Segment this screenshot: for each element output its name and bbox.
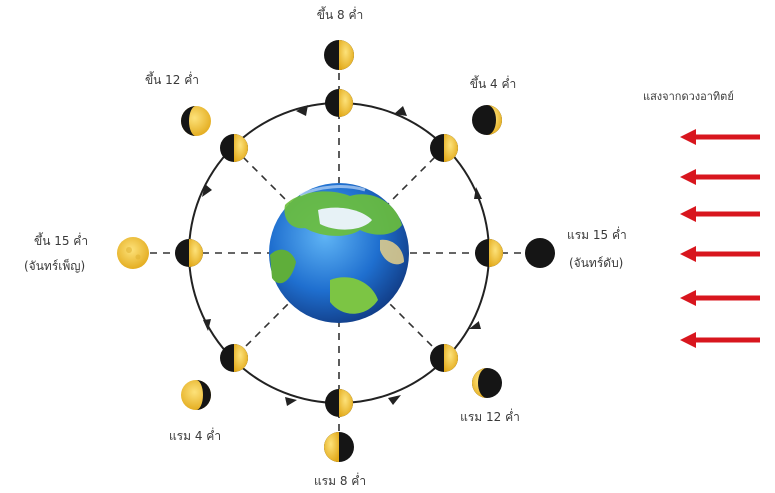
outer-moon-waxing-crescent-icon (472, 105, 502, 135)
outer-moon-waning-crescent-icon (472, 368, 502, 398)
label-new-moon: แรม 15 ค่ำ (567, 228, 627, 242)
inner-moon-left (175, 239, 203, 267)
outer-moons (117, 40, 555, 462)
sunlight-arrows (680, 129, 760, 348)
outer-moon-waxing-gibbous-icon (181, 106, 211, 136)
outer-moon-new-moon-icon (525, 238, 555, 268)
sunlight-arrow-icon (680, 332, 760, 348)
label-full-moon: ขึ้น 15 ค่ำ (34, 234, 89, 248)
earth-icon (269, 183, 409, 323)
inner-moon-lower-right (430, 344, 458, 372)
label-waning-8: แรม 8 ค่ำ (313, 474, 367, 488)
label-waning-12: แรม 12 ค่ำ (460, 410, 520, 424)
inner-moon-right (475, 239, 503, 267)
label-waxing-8: ขึ้น 8 ค่ำ (316, 8, 364, 22)
inner-moon-upper-left (220, 134, 248, 162)
label-sunlight: แสงจากดวงอาทิตย์ (643, 90, 734, 103)
sunlight-arrow-icon (680, 246, 760, 262)
sunlight-arrow-icon (680, 129, 760, 145)
outer-moon-last-quarter-icon (324, 432, 354, 462)
outer-moon-full-moon-icon (117, 237, 149, 269)
sunlight-arrow-icon (680, 290, 760, 306)
inner-moons (175, 89, 503, 417)
outer-moon-first-quarter-icon (324, 40, 354, 70)
sunlight-arrow-icon (680, 206, 760, 222)
inner-moon-lower-left (220, 344, 248, 372)
outer-moon-waning-gibbous-icon (181, 380, 211, 410)
orbit-direction-arrows (202, 105, 482, 406)
label-waxing-12: ขึ้น 12 ค่ำ (144, 73, 200, 87)
inner-moon-bottom (325, 389, 353, 417)
inner-moon-upper-right (430, 134, 458, 162)
label-new-moon-note: (จันทร์ดับ) (569, 256, 624, 270)
sunlight-arrow-icon (680, 169, 760, 185)
inner-moon-top (325, 89, 353, 117)
label-waning-4: แรม 4 ค่ำ (168, 429, 222, 443)
label-full-moon-note: (จันทร์เพ็ญ) (24, 259, 86, 273)
label-waxing-4: ขึ้น 4 ค่ำ (469, 77, 517, 91)
